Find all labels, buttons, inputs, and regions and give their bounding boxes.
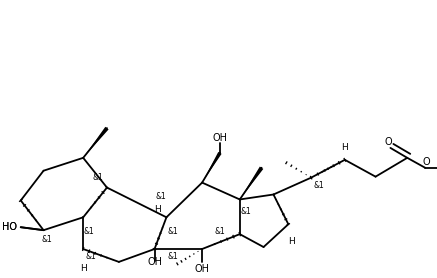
Text: &1: &1	[93, 173, 104, 182]
Text: &1: &1	[41, 235, 52, 244]
Text: &1: &1	[84, 227, 94, 236]
Text: &1: &1	[240, 207, 251, 216]
Text: OH: OH	[212, 133, 227, 143]
Text: OH: OH	[194, 264, 210, 274]
Text: &1: &1	[167, 227, 178, 236]
Text: H: H	[341, 143, 348, 152]
Polygon shape	[202, 152, 222, 183]
Text: &1: &1	[215, 227, 225, 236]
Text: &1: &1	[86, 252, 97, 261]
Text: &1: &1	[314, 181, 324, 190]
Text: &1: &1	[167, 252, 178, 261]
Text: H: H	[80, 264, 87, 273]
Text: O: O	[385, 137, 392, 147]
Text: &1: &1	[155, 192, 166, 201]
Text: HO: HO	[2, 222, 17, 232]
Text: HO: HO	[2, 222, 17, 232]
Polygon shape	[240, 167, 264, 199]
Text: O: O	[422, 157, 430, 167]
Text: OH: OH	[147, 257, 162, 267]
Text: H: H	[154, 205, 161, 214]
Polygon shape	[83, 127, 109, 158]
Text: H: H	[288, 237, 295, 245]
